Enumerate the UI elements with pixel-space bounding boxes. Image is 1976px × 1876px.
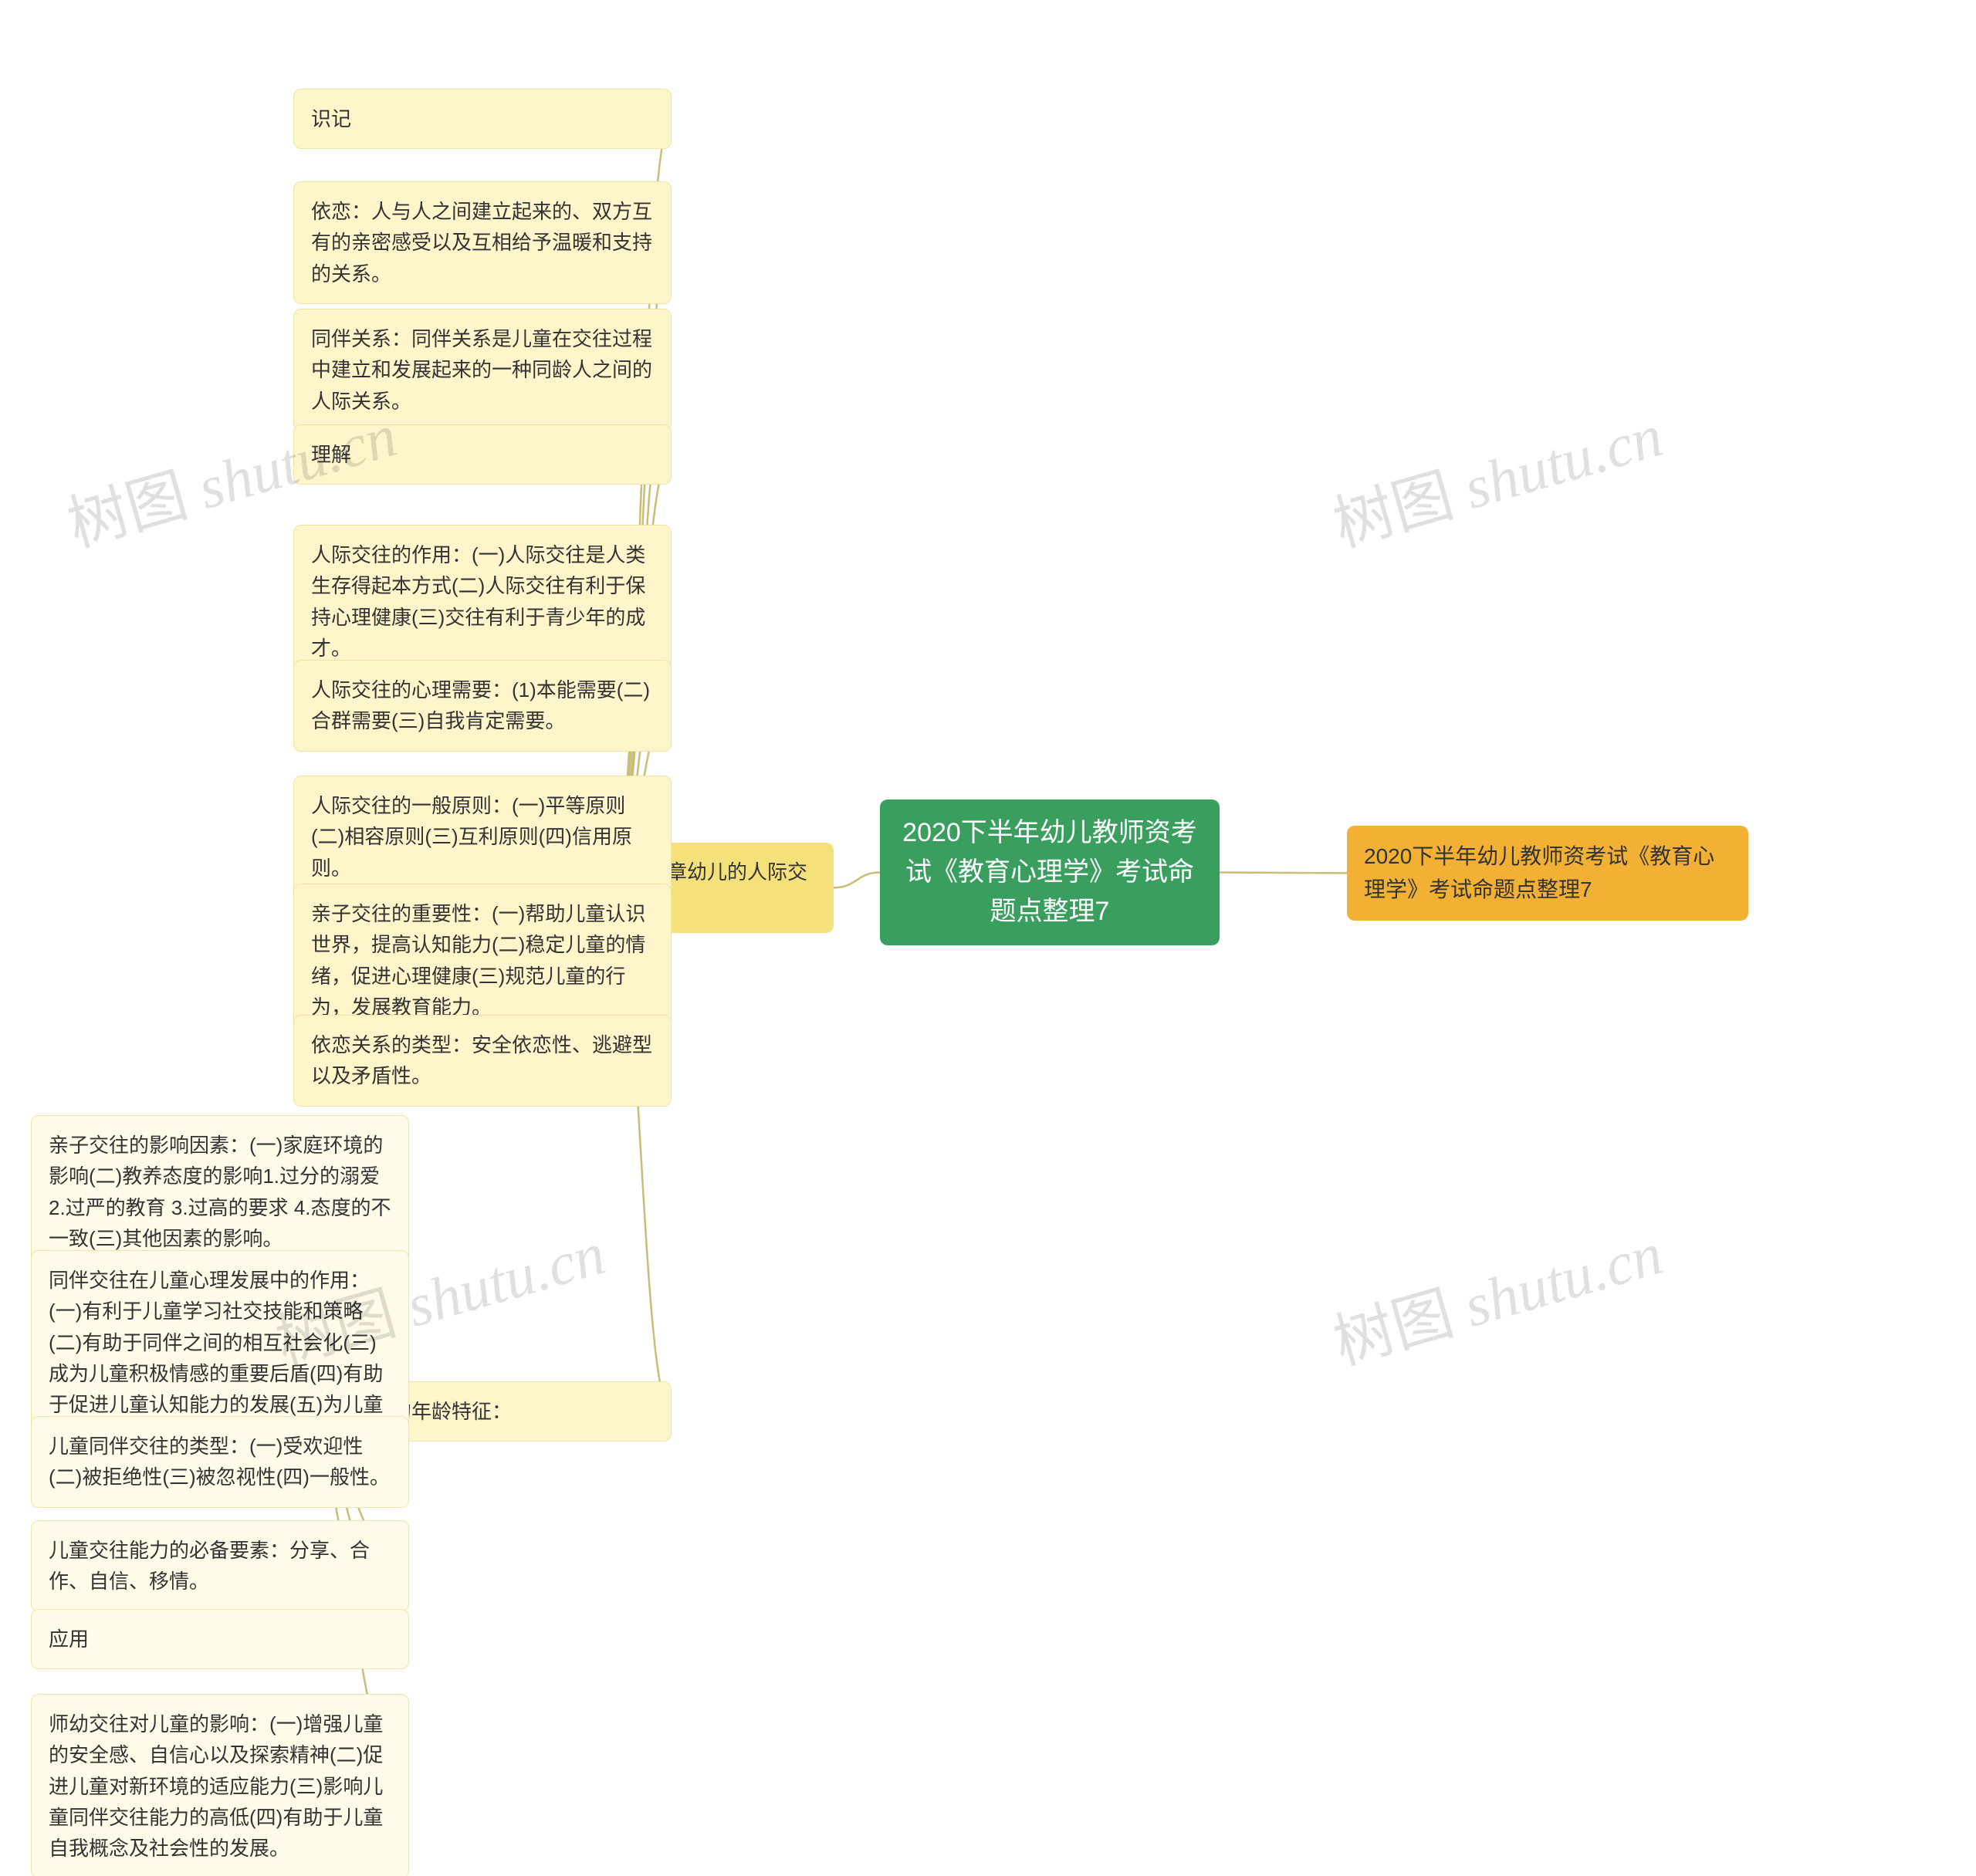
subsub-node-3: 儿童同伴交往的类型：(一)受欢迎性(二)被拒绝性(三)被忽视性(四)一般性。 <box>31 1416 409 1508</box>
subsub-node-5: 应用 <box>31 1609 409 1669</box>
sub-node-7: 人际交往的一般原则：(一)平等原则(二)相容原则(三)互利原则(四)信用原则。 <box>293 776 672 898</box>
subsub-text: 亲子交往的影响因素：(一)家庭环境的影响(二)教养态度的影响1.过分的溺爱 2.… <box>49 1134 391 1250</box>
sub-text: 同伴关系：同伴关系是儿童在交往过程中建立和发展起来的一种同龄人之间的人际关系。 <box>311 327 652 413</box>
sub-text: 依恋：人与人之间建立起来的、双方互有的亲密感受以及互相给予温暖和支持的关系。 <box>311 200 652 286</box>
sub-node-1: 识记 <box>293 89 672 149</box>
sub-node-5: 人际交往的作用：(一)人际交往是人类生存得起本方式(二)人际交往有利于保持心理健… <box>293 525 672 678</box>
sub-text: 人际交往的心理需要：(1)本能需要(二)合群需要(三)自我肯定需要。 <box>311 678 650 732</box>
root-node: 2020下半年幼儿教师资考试《教育心理学》考试命题点整理7 <box>880 799 1220 945</box>
sub-text: 理解 <box>311 443 351 466</box>
sub-node-4: 理解 <box>293 424 672 485</box>
sub-text: 人际交往的一般原则：(一)平等原则(二)相容原则(三)互利原则(四)信用原则。 <box>311 794 632 880</box>
subsub-text: 儿童交往能力的必备要素：分享、合作、自信、移情。 <box>49 1539 370 1593</box>
subsub-node-6: 师幼交往对儿童的影响：(一)增强儿童的安全感、自信心以及探索精神(二)促进儿童对… <box>31 1694 409 1876</box>
sub-node-2: 依恋：人与人之间建立起来的、双方互有的亲密感受以及互相给予温暖和支持的关系。 <box>293 181 672 304</box>
subsub-text: 师幼交往对儿童的影响：(一)增强儿童的安全感、自信心以及探索精神(二)促进儿童对… <box>49 1712 383 1860</box>
sub-node-3: 同伴关系：同伴关系是儿童在交往过程中建立和发展起来的一种同龄人之间的人际关系。 <box>293 309 672 431</box>
sub-node-6: 人际交往的心理需要：(1)本能需要(二)合群需要(三)自我肯定需要。 <box>293 660 672 752</box>
subsub-node-1: 亲子交往的影响因素：(一)家庭环境的影响(二)教养态度的影响1.过分的溺爱 2.… <box>31 1115 409 1269</box>
right-branch-node: 2020下半年幼儿教师资考试《教育心理学》考试命题点整理7 <box>1347 826 1748 921</box>
sub-text: 亲子交往的重要性：(一)帮助儿童认识世界，提高认知能力(二)稳定儿童的情绪，促进… <box>311 902 645 1019</box>
sub-text: 人际交往的作用：(一)人际交往是人类生存得起本方式(二)人际交往有利于保持心理健… <box>311 543 645 660</box>
sub-text: 识记 <box>311 107 351 130</box>
subsub-node-4: 儿童交往能力的必备要素：分享、合作、自信、移情。 <box>31 1520 409 1612</box>
subsub-text: 儿童同伴交往的类型：(一)受欢迎性(二)被拒绝性(三)被忽视性(四)一般性。 <box>49 1435 390 1489</box>
right-branch-text: 2020下半年幼儿教师资考试《教育心理学》考试命题点整理7 <box>1364 844 1714 901</box>
sub-node-9: 依恋关系的类型：安全依恋性、逃避型以及矛盾性。 <box>293 1015 672 1107</box>
subsub-text: 应用 <box>49 1628 89 1651</box>
root-text: 2020下半年幼儿教师资考试《教育心理学》考试命题点整理7 <box>902 818 1197 926</box>
sub-text: 依恋关系的类型：安全依恋性、逃避型以及矛盾性。 <box>311 1033 652 1087</box>
